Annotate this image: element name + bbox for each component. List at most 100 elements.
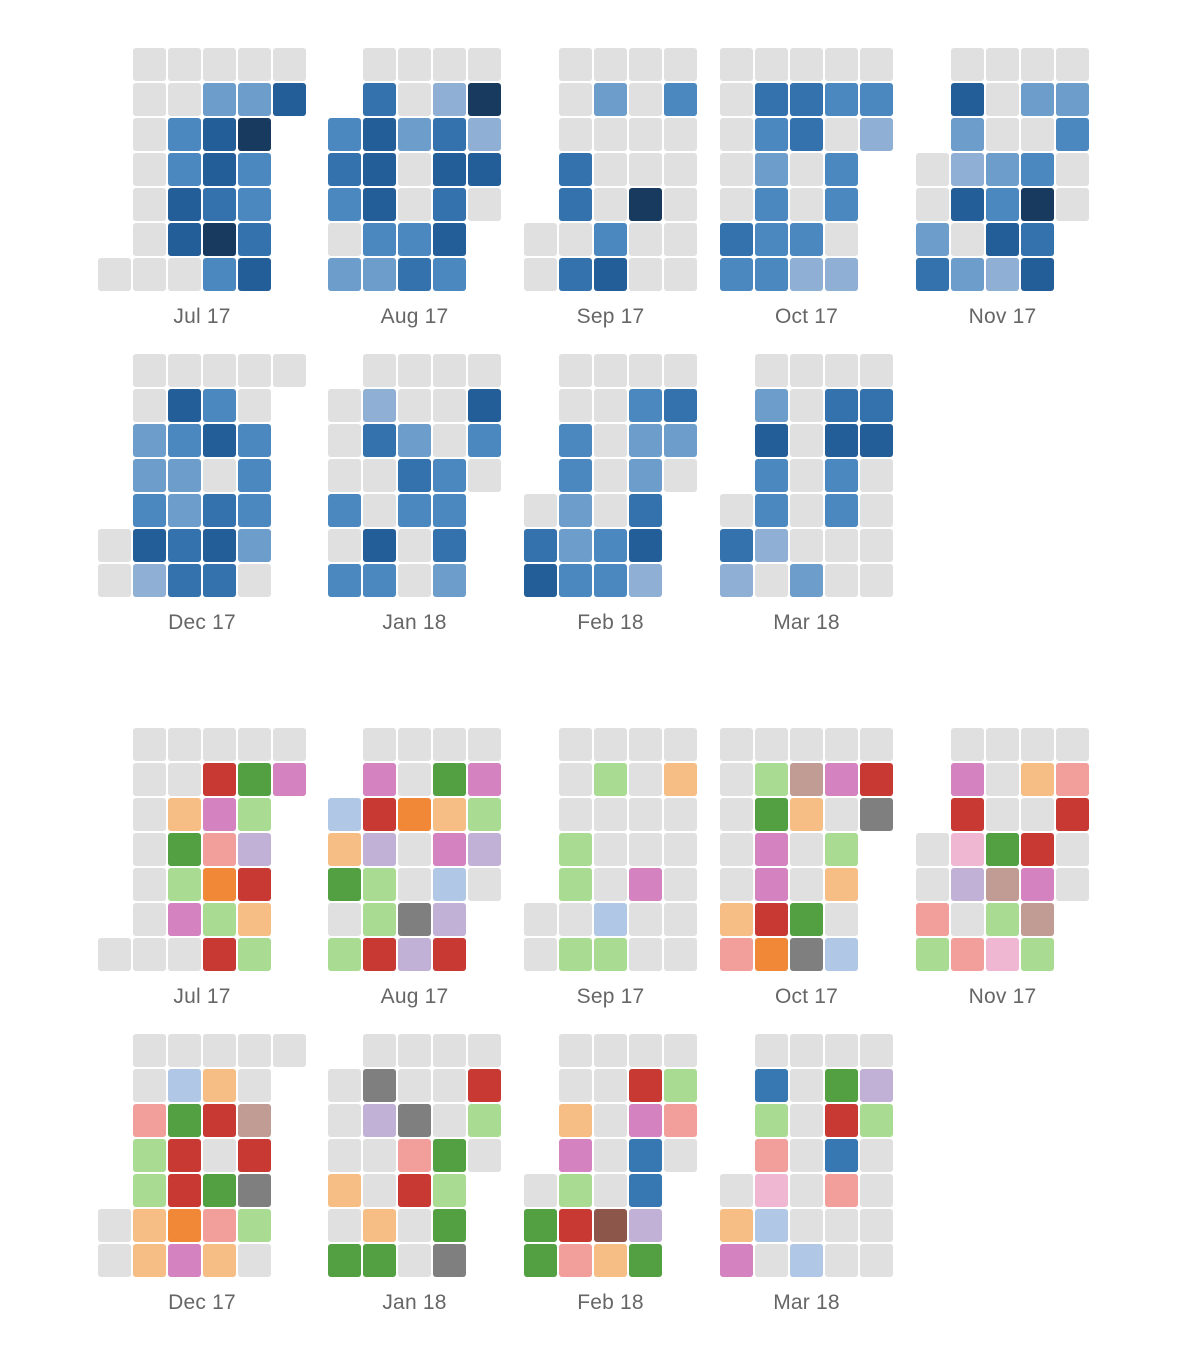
day-cell (790, 1139, 823, 1172)
day-cell (524, 903, 557, 936)
day-cell (433, 1174, 466, 1207)
day-cell (790, 1104, 823, 1137)
day-cell (168, 223, 201, 256)
day-cell (328, 1209, 361, 1242)
day-cell (629, 389, 662, 422)
day-cell (986, 258, 1019, 291)
day-cell (720, 153, 753, 186)
day-cell (825, 564, 858, 597)
day-cell (168, 728, 201, 761)
day-cell (238, 1104, 271, 1137)
day-cell (328, 564, 361, 597)
day-cell (433, 763, 466, 796)
day-cell (860, 354, 893, 387)
day-cell (363, 1034, 396, 1067)
day-cell (133, 1139, 166, 1172)
day-cell (363, 424, 396, 457)
day-cell (629, 1174, 662, 1207)
day-cell (433, 48, 466, 81)
day-cell (559, 1209, 592, 1242)
day-cell (594, 389, 627, 422)
day-cell (468, 153, 501, 186)
day-cell (363, 1244, 396, 1277)
day-cell (755, 1069, 788, 1102)
day-cell (328, 494, 361, 527)
day-cell (398, 494, 431, 527)
day-cell (398, 868, 431, 901)
day-cell (524, 494, 557, 527)
day-cell (594, 564, 627, 597)
day-cell (468, 798, 501, 831)
day-cell (629, 424, 662, 457)
day-cell (825, 1174, 858, 1207)
day-cell (468, 459, 501, 492)
day-cell (986, 48, 1019, 81)
day-cell (594, 354, 627, 387)
day-cell (825, 728, 858, 761)
day-cell (328, 903, 361, 936)
day-cell (328, 459, 361, 492)
day-cell (825, 389, 858, 422)
day-cell (203, 1174, 236, 1207)
day-cell (825, 763, 858, 796)
day-cell (238, 424, 271, 457)
day-cell (790, 494, 823, 527)
day-cell (755, 1209, 788, 1242)
day-cell (790, 1209, 823, 1242)
day-cell (664, 153, 697, 186)
day-cell (825, 459, 858, 492)
day-cell (629, 833, 662, 866)
day-cell (1056, 153, 1089, 186)
day-cell (790, 354, 823, 387)
day-cell (133, 1104, 166, 1137)
day-cell (363, 868, 396, 901)
day-cell (720, 529, 753, 562)
day-cell (398, 424, 431, 457)
day-cell (238, 494, 271, 527)
day-cell (328, 153, 361, 186)
day-cell (328, 529, 361, 562)
day-cell (559, 459, 592, 492)
day-cell (203, 868, 236, 901)
day-cell (790, 1034, 823, 1067)
day-cell (594, 1069, 627, 1102)
day-cell (133, 728, 166, 761)
day-cell (433, 798, 466, 831)
day-cell (825, 938, 858, 971)
day-cell (133, 1174, 166, 1207)
day-cell (594, 1209, 627, 1242)
day-cell (951, 833, 984, 866)
day-cell (755, 833, 788, 866)
day-cell (720, 728, 753, 761)
day-cell (559, 1104, 592, 1137)
day-cell (238, 868, 271, 901)
day-cell (328, 868, 361, 901)
month-label: Sep 17 (576, 985, 645, 1008)
day-cell (860, 1174, 893, 1207)
day-cell (203, 354, 236, 387)
day-cell (328, 424, 361, 457)
day-cell (664, 868, 697, 901)
day-cell (986, 728, 1019, 761)
day-cell (98, 938, 131, 971)
day-cell (468, 389, 501, 422)
day-cell (168, 529, 201, 562)
day-cell (433, 258, 466, 291)
day-cell (559, 903, 592, 936)
day-cell (1021, 83, 1054, 116)
day-cell (720, 258, 753, 291)
day-cell (398, 354, 431, 387)
day-cell (168, 494, 201, 527)
day-cell (664, 763, 697, 796)
day-cell (664, 223, 697, 256)
day-cell (133, 424, 166, 457)
day-cell (433, 564, 466, 597)
day-cell (860, 459, 893, 492)
day-cell (755, 354, 788, 387)
day-cell (664, 798, 697, 831)
day-cell (790, 48, 823, 81)
day-cell (860, 763, 893, 796)
day-cell (433, 424, 466, 457)
day-cell (1021, 728, 1054, 761)
